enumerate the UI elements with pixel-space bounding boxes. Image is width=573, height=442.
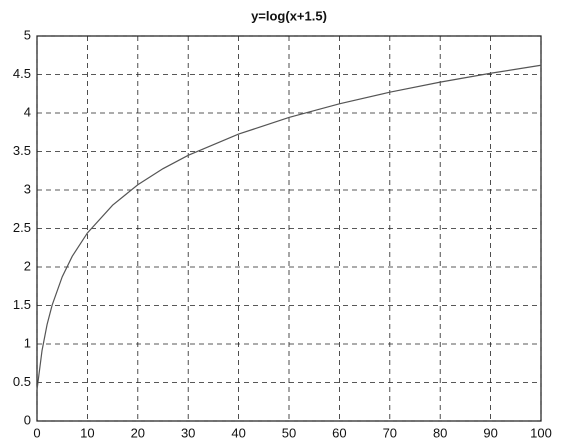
chart-title: y=log(x+1.5)	[251, 8, 327, 23]
x-tick-label: 80	[433, 425, 447, 440]
y-tick-label: 0.5	[13, 374, 31, 389]
y-tick-label: 3	[24, 181, 31, 196]
x-tick-label: 60	[332, 425, 346, 440]
x-tick-label: 30	[181, 425, 195, 440]
y-tick-label: 4.5	[13, 66, 31, 81]
x-tick-label: 90	[483, 425, 497, 440]
y-tick-label: 5	[24, 27, 31, 42]
x-tick-label: 50	[282, 425, 296, 440]
x-tick-label: 10	[80, 425, 94, 440]
y-tick-label: 0	[24, 412, 31, 427]
x-tick-label: 40	[231, 425, 245, 440]
data-line	[36, 64, 542, 390]
y-tick-label: 2.5	[13, 220, 31, 235]
x-tick-label: 100	[530, 425, 552, 440]
y-tick-label: 1	[24, 335, 31, 350]
y-tick-label: 1.5	[13, 297, 31, 312]
y-tick-label: 4	[24, 104, 31, 119]
x-tick-label: 70	[383, 425, 397, 440]
x-tick-label: 0	[33, 425, 40, 440]
y-tick-label: 3.5	[13, 143, 31, 158]
x-tick-label: 20	[131, 425, 145, 440]
y-tick-label: 2	[24, 258, 31, 273]
